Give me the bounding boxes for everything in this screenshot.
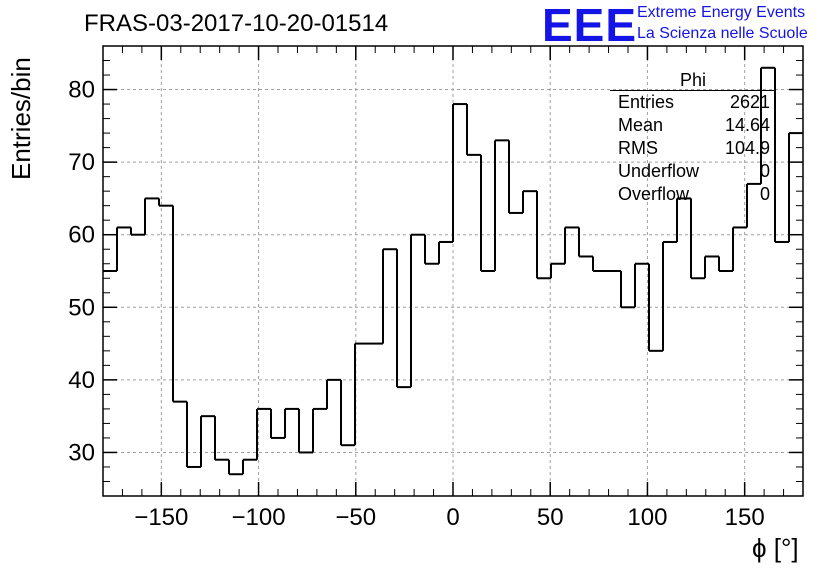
stats-value: 0	[759, 161, 770, 181]
logo-line-2: La Scienza nelle Scuole	[637, 25, 808, 42]
x-tick-label: −150	[134, 504, 188, 531]
y-tick-label: 40	[68, 367, 95, 394]
stats-row: Underflow 0	[610, 160, 776, 183]
stats-row: Overflow 0	[610, 183, 776, 206]
x-tick-label: 50	[537, 504, 564, 531]
histogram-bars	[103, 66, 803, 476]
stats-value: 104.9	[724, 138, 770, 158]
stats-box: Phi Entries 2621 Mean 14.64 RMS 104.9 Underflo…	[610, 70, 776, 206]
stats-label: Entries	[618, 92, 675, 112]
eee-logo: EEE	[542, 0, 638, 51]
x-tick-label: −50	[335, 504, 376, 531]
stats-label: RMS	[618, 138, 658, 158]
stats-label: Overflow	[618, 184, 690, 204]
stats-label: Mean	[618, 115, 664, 135]
x-tick-label: 100	[627, 504, 667, 531]
y-tick-label: 70	[68, 149, 95, 176]
y-tick-label: 30	[68, 439, 95, 466]
stats-value: 0	[759, 184, 770, 204]
y-tick-label: 50	[68, 294, 95, 321]
stats-row: RMS 104.9	[610, 137, 776, 160]
y-tick-label: 60	[68, 222, 95, 249]
x-tick-label: −100	[232, 504, 286, 531]
stats-row: Mean 14.64	[610, 114, 776, 137]
histogram-title: FRAS-03-2017-10-20-01514	[84, 10, 389, 37]
axis-ticks	[103, 46, 803, 496]
logo-line-1: Extreme Energy Events	[637, 4, 806, 21]
x-tick-label: 150	[725, 504, 765, 531]
stats-row: Entries 2621	[610, 91, 776, 114]
tick-labels: −150 −100 −50 0 50 100 150 30 40 50 60 70 80	[68, 77, 764, 531]
stats-value: 14.64	[724, 115, 770, 135]
stats-title: Phi	[610, 70, 776, 91]
y-tick-label: 80	[68, 77, 95, 104]
stats-value: 2621	[729, 92, 770, 112]
stats-label: Underflow	[618, 161, 700, 181]
x-axis-label: ϕ [°]	[752, 533, 799, 563]
x-tick-label: 0	[446, 504, 459, 531]
